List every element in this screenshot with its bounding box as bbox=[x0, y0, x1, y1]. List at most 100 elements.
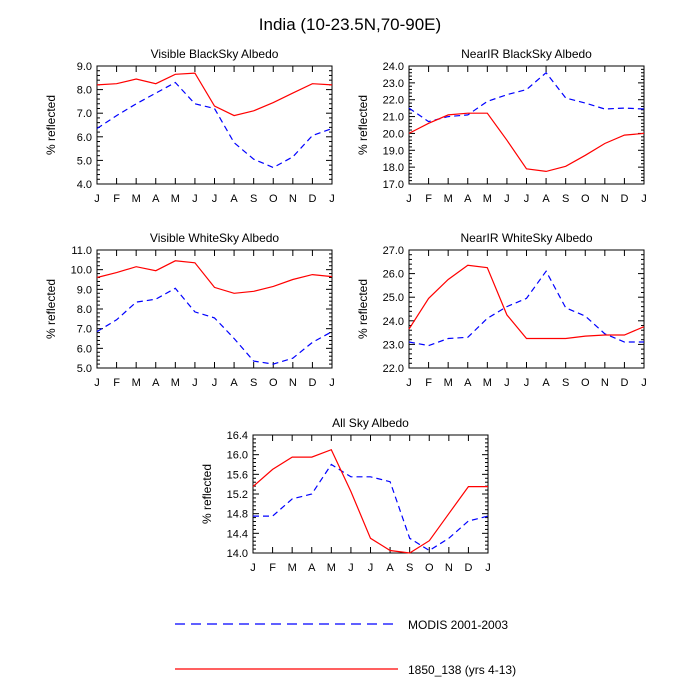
series-line-modis bbox=[96, 81, 333, 169]
y-tick-label: 10.0 bbox=[71, 265, 92, 277]
plot-frame bbox=[96, 65, 333, 185]
series-line-model bbox=[96, 260, 333, 294]
panel-title: Visible WhiteSky Albedo bbox=[150, 231, 280, 245]
x-tick-label: D bbox=[308, 377, 316, 389]
plot-frame bbox=[408, 65, 645, 185]
x-tick-label: J bbox=[212, 193, 218, 205]
series-line-modis bbox=[96, 287, 333, 365]
y-tick-label: 9.0 bbox=[77, 61, 92, 73]
y-tick-label: 14.4 bbox=[227, 528, 248, 540]
y-tick-label: 8.0 bbox=[77, 85, 92, 97]
legend-label-model: 1850_138 (yrs 4-13) bbox=[408, 663, 516, 677]
x-tick-label: A bbox=[542, 193, 550, 205]
y-tick-label: 7.0 bbox=[77, 324, 92, 336]
panel-title: All Sky Albedo bbox=[332, 416, 409, 430]
x-tick-label: D bbox=[464, 562, 472, 574]
x-tick-label: J bbox=[368, 562, 374, 574]
y-tick-label: 16.4 bbox=[227, 430, 248, 442]
y-tick-label: 25.0 bbox=[383, 292, 404, 304]
x-tick-label: A bbox=[308, 562, 316, 574]
panel-title: NearIR WhiteSky Albedo bbox=[460, 231, 592, 245]
x-tick-label: S bbox=[406, 562, 413, 574]
chart-vis-black: Visible BlackSky Albedo % reflected 4.0 5.0… bbox=[44, 47, 335, 205]
x-tick-label: S bbox=[562, 377, 569, 389]
x-tick-label: J bbox=[212, 377, 218, 389]
y-tick-label: 19.0 bbox=[383, 145, 404, 157]
panel-title: Visible BlackSky Albedo bbox=[151, 47, 279, 61]
x-tick-label: M bbox=[171, 377, 180, 389]
y-tick-label: 16.0 bbox=[227, 450, 248, 462]
y-axis-label: % reflected bbox=[200, 464, 214, 524]
x-tick-label: J bbox=[485, 562, 491, 574]
x-tick-label: M bbox=[288, 562, 297, 574]
x-tick-label: S bbox=[250, 193, 257, 205]
series-line-model bbox=[408, 112, 645, 173]
x-tick-label: J bbox=[329, 377, 335, 389]
x-tick-label: A bbox=[464, 377, 472, 389]
x-tick-label: S bbox=[250, 377, 257, 389]
x-tick-label: J bbox=[348, 562, 354, 574]
x-tick-label: N bbox=[289, 193, 297, 205]
x-tick-label: O bbox=[581, 193, 590, 205]
y-tick-label: 22.0 bbox=[383, 363, 404, 375]
x-tick-label: J bbox=[192, 193, 198, 205]
x-tick-label: M bbox=[327, 562, 336, 574]
x-tick-label: A bbox=[152, 193, 160, 205]
y-tick-label: 9.0 bbox=[77, 284, 92, 296]
x-tick-label: J bbox=[250, 562, 256, 574]
x-tick-label: J bbox=[94, 193, 100, 205]
x-tick-label: F bbox=[425, 193, 432, 205]
x-tick-label: M bbox=[444, 193, 453, 205]
y-tick-label: 24.0 bbox=[383, 316, 404, 328]
x-tick-label: O bbox=[425, 562, 434, 574]
x-tick-label: D bbox=[620, 193, 628, 205]
y-axis-label: % reflected bbox=[356, 279, 370, 339]
series-line-modis bbox=[408, 71, 645, 123]
x-tick-label: S bbox=[562, 193, 569, 205]
y-tick-label: 26.0 bbox=[383, 269, 404, 281]
y-tick-label: 6.0 bbox=[77, 132, 92, 144]
x-tick-label: J bbox=[524, 377, 530, 389]
y-tick-label: 6.0 bbox=[77, 343, 92, 355]
x-tick-label: J bbox=[329, 193, 335, 205]
plot-frame bbox=[408, 249, 645, 369]
x-tick-label: A bbox=[230, 377, 238, 389]
chart-panels: Visible BlackSky Albedo % reflected 4.0 5.0… bbox=[44, 47, 647, 574]
y-axis-label: % reflected bbox=[44, 95, 58, 155]
y-tick-label: 23.0 bbox=[383, 78, 404, 90]
x-tick-label: O bbox=[269, 377, 278, 389]
x-tick-label: M bbox=[483, 193, 492, 205]
y-tick-label: 21.0 bbox=[383, 112, 404, 124]
x-tick-label: J bbox=[641, 193, 647, 205]
x-tick-label: M bbox=[483, 377, 492, 389]
y-tick-label: 27.0 bbox=[383, 245, 404, 257]
y-tick-label: 14.0 bbox=[227, 548, 248, 560]
x-tick-label: M bbox=[132, 377, 141, 389]
y-tick-label: 23.0 bbox=[383, 339, 404, 351]
y-tick-label: 17.0 bbox=[383, 179, 404, 191]
x-tick-label: A bbox=[152, 377, 160, 389]
y-tick-label: 24.0 bbox=[383, 61, 404, 73]
y-tick-label: 11.0 bbox=[71, 245, 92, 257]
x-tick-label: J bbox=[406, 193, 412, 205]
x-tick-label: A bbox=[464, 193, 472, 205]
panel-title: NearIR BlackSky Albedo bbox=[461, 47, 592, 61]
y-tick-label: 22.0 bbox=[383, 95, 404, 107]
legend-label-modis: MODIS 2001-2003 bbox=[408, 618, 508, 632]
x-tick-label: F bbox=[425, 377, 432, 389]
chart-nir-white: NearIR WhiteSky Albedo % reflected 22.0 23.… bbox=[356, 231, 647, 389]
y-axis-label: % reflected bbox=[44, 279, 58, 339]
x-tick-label: J bbox=[504, 377, 510, 389]
x-tick-label: M bbox=[171, 193, 180, 205]
x-tick-label: M bbox=[132, 193, 141, 205]
x-tick-label: J bbox=[94, 377, 100, 389]
y-tick-label: 8.0 bbox=[77, 304, 92, 316]
legend: MODIS 2001-2003 1850_138 (yrs 4-13) bbox=[175, 618, 516, 677]
x-tick-label: D bbox=[308, 193, 316, 205]
x-tick-label: N bbox=[289, 377, 297, 389]
y-tick-label: 7.0 bbox=[77, 108, 92, 120]
series-line-modis bbox=[408, 270, 644, 347]
y-tick-label: 14.8 bbox=[227, 509, 248, 521]
x-tick-label: O bbox=[581, 377, 590, 389]
x-tick-label: F bbox=[269, 562, 276, 574]
